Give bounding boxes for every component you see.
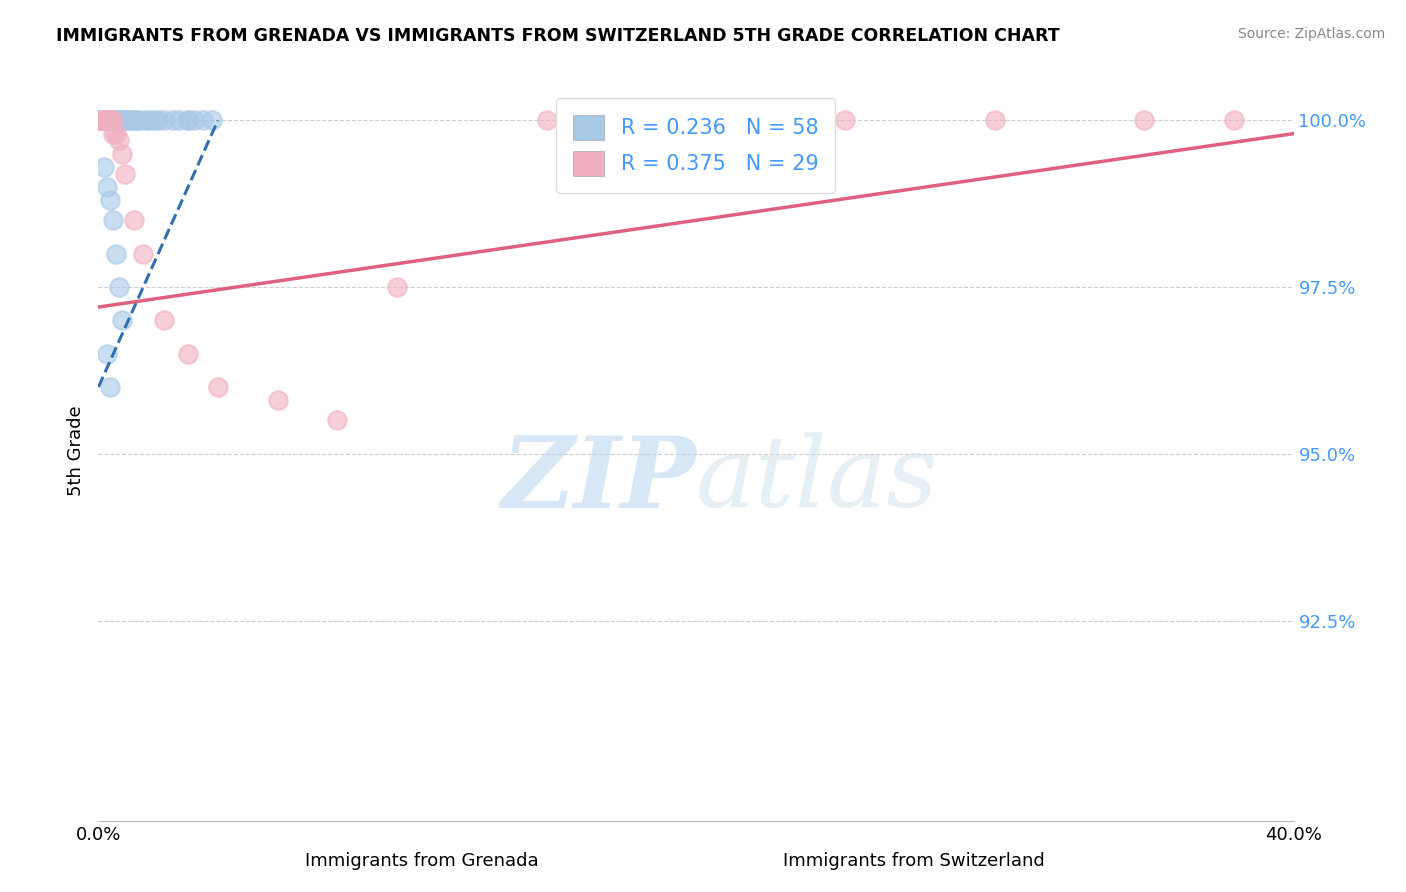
Point [93,113,115,128]
Point [177,113,200,128]
Point [108,133,131,147]
Point [114,113,136,128]
Point [103,113,125,128]
Point [87,113,110,128]
Point [103,127,125,141]
Point [96,113,118,128]
Point [135,113,157,128]
Text: atlas: atlas [696,433,939,528]
Point [201,113,224,128]
Point [108,113,131,128]
Point [103,213,125,227]
Point [111,146,134,161]
Point [98,113,122,128]
Point [93,113,115,128]
Point [124,113,146,128]
Point [90,113,112,128]
Point [98,380,122,394]
Point [267,393,290,408]
Point [148,113,170,128]
Point [87,113,110,128]
Point [177,113,200,128]
Text: Immigrants from Grenada: Immigrants from Grenada [305,852,538,870]
Point [117,113,139,128]
Point [167,113,190,128]
Point [108,113,131,128]
Point [385,280,409,294]
Point [129,113,152,128]
Point [98,113,122,128]
Point [87,113,110,128]
Point [120,113,142,128]
Point [96,113,118,128]
Point [90,113,112,128]
Point [191,113,214,128]
Point [98,113,122,128]
Point [96,347,118,361]
Point [153,313,176,327]
Point [93,113,115,128]
Point [87,113,110,128]
Point [1223,113,1246,128]
Point [87,113,110,128]
Text: ZIP: ZIP [501,432,696,528]
Point [984,113,1007,128]
Point [114,113,136,128]
Point [834,113,856,128]
Legend: R = 0.236   N = 58, R = 0.375   N = 29: R = 0.236 N = 58, R = 0.375 N = 29 [557,98,835,193]
Text: Immigrants from Switzerland: Immigrants from Switzerland [783,852,1045,870]
Point [105,127,128,141]
Point [108,280,131,294]
Point [90,113,112,128]
Point [114,167,136,181]
Point [90,113,112,128]
Point [162,113,184,128]
Point [98,113,122,128]
Y-axis label: 5th Grade: 5th Grade [66,405,84,496]
Point [132,246,155,260]
Point [93,160,115,174]
Point [536,113,558,128]
Point [183,113,205,128]
Point [90,113,112,128]
Point [138,113,160,128]
Point [87,113,110,128]
Point [96,113,118,128]
Point [207,380,229,394]
Point [326,413,349,427]
Point [96,113,118,128]
Point [143,113,166,128]
Point [103,113,125,128]
Point [105,113,128,128]
Point [96,113,118,128]
Point [98,194,122,208]
Text: IMMIGRANTS FROM GRENADA VS IMMIGRANTS FROM SWITZERLAND 5TH GRADE CORRELATION CHA: IMMIGRANTS FROM GRENADA VS IMMIGRANTS FR… [56,27,1060,45]
Point [111,313,134,327]
Point [103,113,125,128]
Point [1133,113,1156,128]
Point [105,113,128,128]
Point [177,347,200,361]
Point [111,113,134,128]
Point [87,113,110,128]
Point [111,113,134,128]
Point [93,113,115,128]
Point [93,113,115,128]
Point [98,113,122,128]
Point [90,113,112,128]
Point [96,180,118,194]
Point [103,113,125,128]
Text: Source: ZipAtlas.com: Source: ZipAtlas.com [1237,27,1385,41]
Point [90,113,112,128]
Point [127,113,149,128]
Point [96,113,118,128]
Point [124,213,146,227]
Point [105,246,128,260]
Point [93,113,115,128]
Point [153,113,176,128]
